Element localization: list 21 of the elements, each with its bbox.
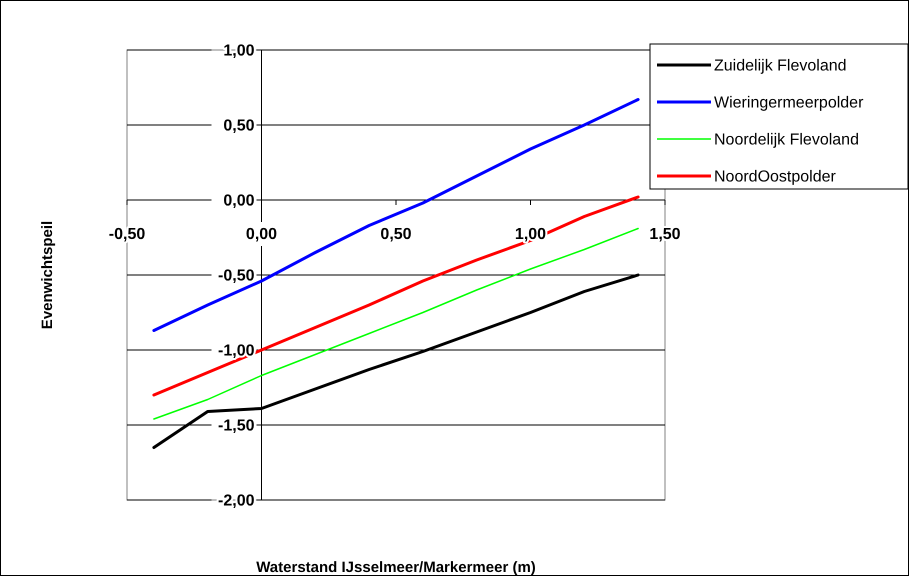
legend-label: Wieringermeerpolder (714, 94, 864, 112)
y-tick-label: 0,00 (223, 192, 255, 210)
y-tick-label: -1,00 (218, 342, 255, 360)
legend-label: NoordOostpolder (714, 168, 837, 186)
y-axis-title: Evenwichtspeil (39, 220, 56, 330)
y-tick-label: -2,00 (218, 492, 255, 510)
x-tick-label: -0,50 (108, 226, 146, 243)
legend-label: Zuidelijk Flevoland (714, 58, 847, 75)
line-series (153, 228, 639, 420)
x-tick-label: 1,00 (514, 226, 546, 243)
line-series (152, 98, 640, 332)
line-series (152, 196, 640, 396)
y-tick-label: 0,50 (223, 118, 255, 135)
legend-label: Noordelijk Flevoland (714, 132, 859, 149)
y-tick-label: 1,00 (223, 42, 255, 60)
x-tick-label: 0,00 (246, 226, 278, 243)
x-tick-label: 0,50 (380, 226, 412, 243)
x-axis-title: Waterstand IJsselmeer/Markermeer (m) (256, 559, 536, 576)
y-tick-label: -0,50 (218, 268, 255, 285)
y-tick-label: -1,50 (218, 418, 255, 435)
x-tick-label: 1,50 (649, 226, 681, 243)
